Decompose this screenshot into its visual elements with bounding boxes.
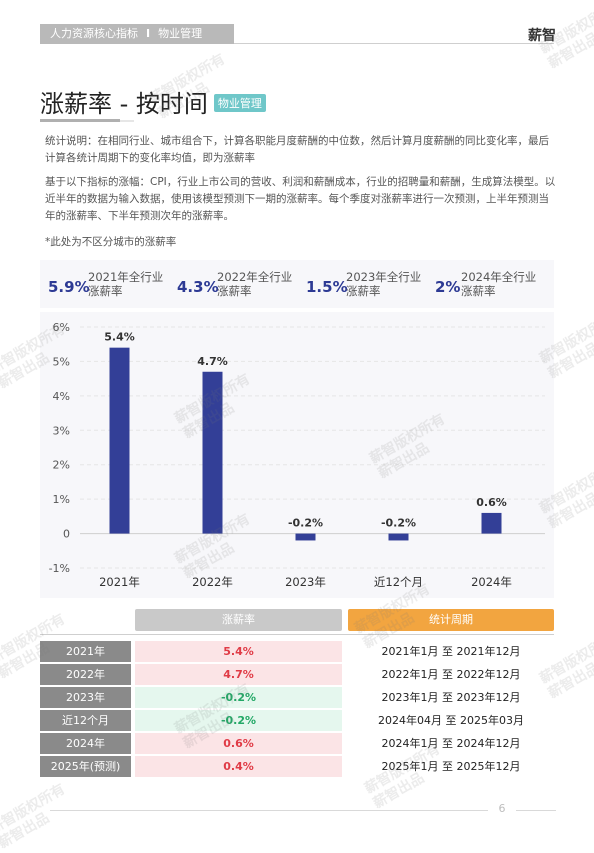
breadcrumb: 人力资源核心指标 I 物业管理 (40, 24, 234, 44)
title-underline-accent (120, 120, 134, 122)
summary-value: 2% (435, 278, 461, 296)
x-tick-label: 近12个月 (374, 575, 423, 589)
table-row: 2023年 -0.2% 2023年1月 至 2023年12月 (40, 687, 554, 708)
summary-label: 2024年全行业 涨薪率 (461, 270, 537, 298)
row-year: 近12个月 (40, 710, 131, 731)
title-underline (40, 119, 120, 122)
table-row: 2021年 5.4% 2021年1月 至 2021年12月 (40, 641, 554, 662)
data-label: -0.2% (381, 517, 416, 530)
y-tick-label: 5% (53, 355, 70, 368)
summary-value: 5.9% (48, 278, 90, 296)
x-tick-label: 2024年 (471, 575, 512, 589)
bar (295, 533, 316, 541)
bar (481, 512, 502, 534)
page-number: 6 (498, 802, 506, 815)
y-tick-label: 4% (53, 390, 70, 403)
page-title-text: 涨薪率 - 按时间 (40, 90, 208, 118)
bar (388, 533, 409, 541)
header-divider (234, 43, 554, 44)
breadcrumb-item-core-metrics: 人力资源核心指标 (50, 27, 138, 40)
row-year: 2025年(预测) (40, 756, 131, 777)
breadcrumb-separator: I (146, 27, 151, 40)
table-row: 2022年 4.7% 2022年1月 至 2022年12月 (40, 664, 554, 685)
data-label: -0.2% (288, 517, 323, 530)
table-header-rate: 涨薪率 (135, 609, 342, 631)
table-row: 2024年 0.6% 2024年1月 至 2024年12月 (40, 733, 554, 754)
page-title: 涨薪率 - 按时间 物业管理 (40, 84, 266, 119)
summary-value: 1.5% (306, 278, 348, 296)
row-period: 2024年1月 至 2024年12月 (348, 733, 554, 754)
data-label: 4.7% (197, 355, 228, 368)
row-rate: 4.7% (135, 664, 342, 685)
footer-line-right (516, 810, 556, 811)
row-period: 2023年1月 至 2023年12月 (348, 687, 554, 708)
bar-chart-svg: -1% 0 1% 2% 3% 4% 5% 6% 5.4% 2021年 4.7% 2022年 -0.2% 2… (49, 321, 545, 589)
y-tick-label: -1% (49, 562, 70, 575)
y-tick-label: 2% (53, 459, 70, 472)
summary-label: 2022年全行业 涨薪率 (217, 270, 293, 298)
breadcrumb-item-industry: 物业管理 (158, 27, 203, 40)
bar (202, 371, 223, 534)
x-tick-label: 2023年 (285, 575, 326, 589)
row-rate: 0.4% (135, 756, 342, 777)
summary-panel: 5.9% 2021年全行业 涨薪率 4.3% 2022年全行业 涨薪率 1.5% 2… (40, 260, 554, 308)
table-row: 2025年(预测) 0.4% 2025年1月 至 2025年12月 (40, 756, 554, 777)
table-header-period: 统计周期 (348, 609, 554, 631)
summary-label: 2021年全行业 涨薪率 (88, 270, 164, 298)
row-rate: 0.6% (135, 733, 342, 754)
row-period: 2021年1月 至 2021年12月 (348, 641, 554, 662)
bar (109, 347, 130, 534)
method-description: 基于以下指标的涨幅：CPI，行业上市公司的营收、利润和薪酬成本，行业的招聘量和薪… (45, 176, 556, 222)
watermark: 薪智版权所有薪智出品 (0, 781, 68, 852)
row-year: 2023年 (40, 687, 131, 708)
row-period: 2022年1月 至 2022年12月 (348, 664, 554, 685)
row-period: 2025年1月 至 2025年12月 (348, 756, 554, 777)
x-tick-label: 2021年 (99, 575, 140, 589)
row-year: 2022年 (40, 664, 131, 685)
salary-increase-chart: -1% 0 1% 2% 3% 4% 5% 6% 5.4% 2021年 4.7% 2022年 -0.2% 2… (40, 312, 554, 598)
summary-label: 2023年全行业 涨薪率 (346, 270, 422, 298)
row-period: 2024年04月 至 2025年03月 (348, 710, 554, 731)
row-rate: -0.2% (135, 710, 342, 731)
y-tick-label: 3% (53, 424, 70, 437)
row-year: 2021年 (40, 641, 131, 662)
y-tick-label: 1% (53, 493, 70, 506)
footer-line-left (50, 810, 488, 811)
industry-tag: 物业管理 (213, 94, 266, 112)
brand-logo: 薪智 (528, 28, 556, 44)
x-tick-label: 2022年 (192, 575, 233, 589)
city-note: *此处为不区分城市的涨薪率 (45, 236, 177, 248)
summary-value: 4.3% (177, 278, 219, 296)
data-label: 5.4% (104, 331, 135, 344)
statistics-description: 统计说明：在相同行业、城市组合下，计算各职能月度薪酬的中位数，然后计算月度薪酬的… (45, 135, 549, 164)
table-divider (40, 634, 554, 635)
row-rate: -0.2% (135, 687, 342, 708)
row-rate: 5.4% (135, 641, 342, 662)
table-row: 近12个月 -0.2% 2024年04月 至 2025年03月 (40, 710, 554, 731)
row-year: 2024年 (40, 733, 131, 754)
y-tick-label: 6% (53, 321, 70, 334)
y-tick-label: 0 (63, 528, 70, 541)
data-label: 0.6% (476, 496, 507, 509)
